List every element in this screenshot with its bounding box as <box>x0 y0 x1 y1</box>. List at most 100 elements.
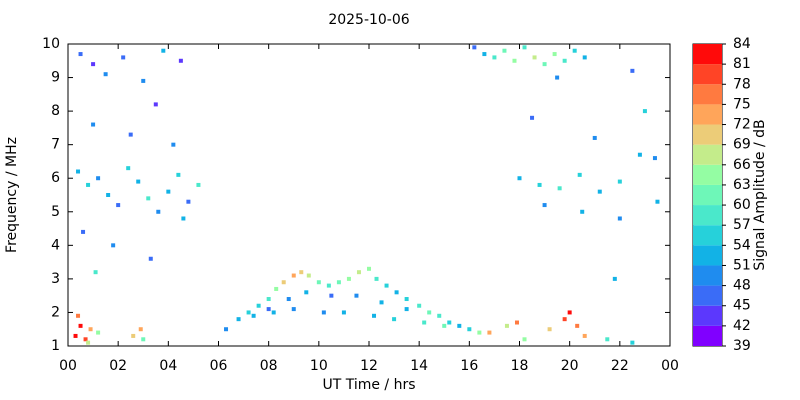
data-cell <box>86 340 91 345</box>
colorbar-tick-label: 54 <box>733 237 751 253</box>
data-cell <box>76 313 81 318</box>
data-cell <box>597 189 602 194</box>
colorbar-bin <box>693 245 722 266</box>
data-cell <box>582 55 587 60</box>
data-cell <box>522 337 527 342</box>
colorbar-tick-label: 69 <box>733 137 751 153</box>
data-cell <box>472 45 477 50</box>
data-cell <box>116 203 121 208</box>
data-cell <box>542 62 547 67</box>
data-cell <box>299 270 304 275</box>
data-cell <box>612 276 617 281</box>
data-cell <box>394 290 399 295</box>
data-cell <box>326 283 331 288</box>
data-cell <box>111 243 116 248</box>
data-cell <box>575 323 580 328</box>
data-cell <box>286 297 291 302</box>
colorbar-tick-label: 63 <box>733 177 751 193</box>
data-cell <box>477 330 482 335</box>
colorbar-tick-label: 72 <box>733 117 751 133</box>
data-cell <box>291 273 296 278</box>
data-cell <box>138 327 143 332</box>
data-cell <box>427 310 432 315</box>
colorbar-bin <box>693 164 722 185</box>
data-cell <box>91 122 96 127</box>
data-cell <box>76 169 81 174</box>
colorbar-tick-label: 45 <box>733 298 751 314</box>
y-tick-label: 7 <box>51 137 60 153</box>
data-cell <box>422 320 427 325</box>
colorbar-bin <box>693 124 722 145</box>
colorbar-tick-label: 84 <box>733 36 751 52</box>
data-cell <box>487 330 492 335</box>
data-cell <box>517 176 522 181</box>
colorbar-tick-label: 51 <box>733 257 751 273</box>
colorbar-tick-label: 66 <box>733 157 751 173</box>
colorbar-bin <box>693 225 722 246</box>
data-cell <box>642 109 647 114</box>
data-cell <box>256 303 261 308</box>
colorbar-bin <box>693 44 722 65</box>
colorbar-label: Signal Amplitude / dB <box>752 119 768 270</box>
data-cell <box>121 55 126 60</box>
data-cell <box>404 307 409 312</box>
x-tick-label: 02 <box>109 358 127 374</box>
data-cell <box>196 182 201 187</box>
data-cell <box>522 45 527 50</box>
data-cell <box>617 216 622 221</box>
data-cell <box>96 330 101 335</box>
data-cell <box>562 317 567 322</box>
data-cell <box>555 75 560 80</box>
data-cell <box>306 273 311 278</box>
data-cell <box>91 62 96 67</box>
data-cell <box>178 58 183 63</box>
data-cell <box>577 172 582 177</box>
data-cell <box>552 52 557 57</box>
data-cell <box>356 270 361 275</box>
y-axis-label: Frequency / MHz <box>4 137 20 253</box>
x-tick-label: 14 <box>410 358 428 374</box>
data-cell <box>457 323 462 328</box>
data-cell <box>181 216 186 221</box>
colorbar-bin <box>693 184 722 206</box>
data-cell <box>346 276 351 281</box>
data-cell <box>236 317 241 322</box>
data-cell <box>141 78 146 83</box>
data-cell <box>266 307 271 312</box>
data-cell <box>630 340 635 345</box>
colorbar-tick-label: 57 <box>733 217 751 233</box>
data-cell <box>341 310 346 315</box>
data-cell <box>96 176 101 181</box>
data-cell <box>148 256 153 261</box>
data-cell <box>404 297 409 302</box>
x-tick-label: 10 <box>310 358 328 374</box>
data-cell <box>372 313 377 318</box>
chart-title: 2025-10-06 <box>328 12 409 28</box>
data-cell <box>336 280 341 285</box>
colorbar-tick-label: 39 <box>733 338 751 354</box>
x-tick-label: 06 <box>210 358 228 374</box>
y-tick-label: 2 <box>51 304 60 320</box>
data-cell <box>83 337 88 342</box>
data-cell <box>73 333 78 338</box>
x-tick-label: 16 <box>460 358 478 374</box>
data-cell <box>78 52 83 57</box>
data-cell <box>146 196 151 201</box>
plot-frame <box>67 43 671 347</box>
data-cell <box>78 323 83 328</box>
data-cell <box>186 199 191 204</box>
x-tick-label: 00 <box>59 358 77 374</box>
colorbar-tick-label: 60 <box>733 197 751 213</box>
colorbar-bin <box>693 285 722 306</box>
data-cell <box>562 58 567 63</box>
colorbar-tick-label: 75 <box>733 96 751 112</box>
data-cell <box>161 48 166 53</box>
x-tick-label: 04 <box>159 358 177 374</box>
data-cell <box>417 303 422 308</box>
data-cell <box>384 283 389 288</box>
x-tick-label: 20 <box>561 358 579 374</box>
data-cell <box>557 186 562 191</box>
x-tick-label: 18 <box>511 358 529 374</box>
data-cell <box>136 179 141 184</box>
data-cell <box>374 276 379 281</box>
